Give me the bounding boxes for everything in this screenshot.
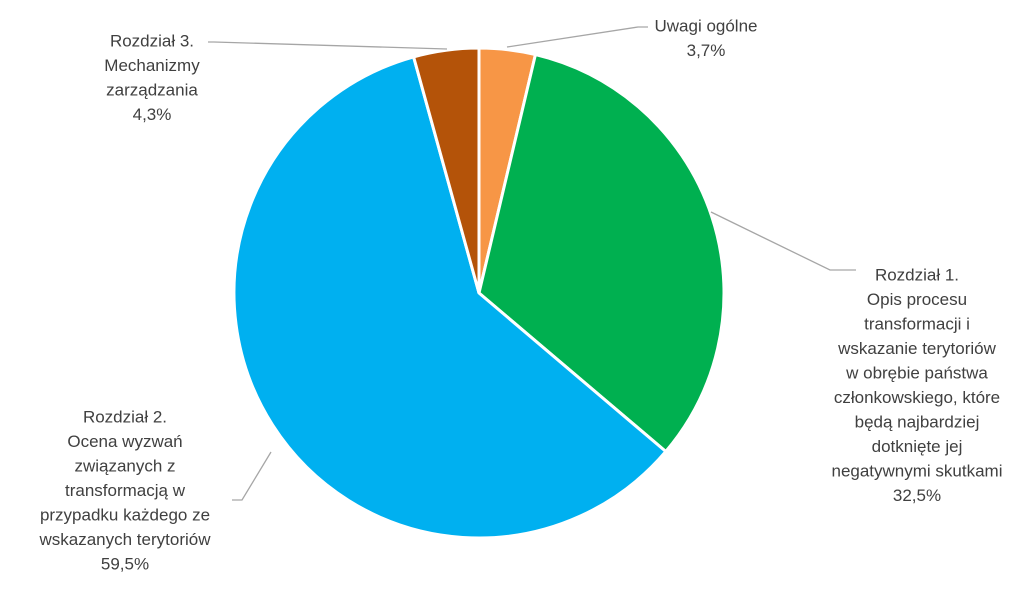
pie-slice-rozdzial-2 xyxy=(232,55,668,540)
slice-label-line: Rozdział 1. xyxy=(875,265,959,284)
slice-label-uwagi-ogolne: Uwagi ogólne 3,7% xyxy=(654,16,757,60)
slice-label-line: Uwagi ogólne xyxy=(654,16,757,35)
slice-label-line: negatywnymi skutkami xyxy=(831,461,1002,480)
slice-value-label: 3,7% xyxy=(687,41,726,60)
slice-label-line: Ocena wyzwań xyxy=(67,432,182,451)
slice-label-line: wskazanie terytoriów xyxy=(837,339,997,358)
pie-slices xyxy=(232,46,726,540)
pie-slice-rozdzial-3 xyxy=(411,46,481,294)
slice-label-line: Rozdział 3. xyxy=(110,31,194,50)
slice-label-line: Rozdział 2. xyxy=(83,407,167,426)
leader-line-uwagi xyxy=(506,26,648,48)
slice-labels: Uwagi ogólne 3,7% Rozdział 1. Opis procesu… xyxy=(38,16,1002,573)
slice-label-line: Opis procesu xyxy=(867,290,967,309)
slice-label-line: wskazanych terytoriów xyxy=(38,530,211,549)
slice-label-rozdzial-1: Rozdział 1. Opis procesu transformacji i ws… xyxy=(831,265,1002,505)
slice-label-line: członkowskiego, które xyxy=(834,388,1000,407)
leader-line-rozdzial-2 xyxy=(232,451,272,501)
slice-value-label: 32,5% xyxy=(893,486,941,505)
leader-line-rozdzial-1 xyxy=(710,211,856,271)
leader-line-rozdzial-3 xyxy=(208,41,448,50)
slice-label-line: przypadku każdego ze xyxy=(40,505,210,524)
slice-label-rozdzial-3: Rozdział 3. Mechanizmy zarządzania 4,3% xyxy=(104,31,200,124)
pie-slice-rozdzial-1 xyxy=(477,52,726,454)
slice-label-line: transformacji i xyxy=(864,314,970,333)
slice-label-line: dotknięte jej xyxy=(872,437,963,456)
slice-value-label: 59,5% xyxy=(101,554,149,573)
slice-label-line: w obrębie państwa xyxy=(845,363,988,382)
leader-lines xyxy=(208,26,856,501)
slice-label-line: związanych z xyxy=(74,456,175,475)
slice-label-line: będą najbardziej xyxy=(855,412,980,431)
slice-label-line: transformacją w xyxy=(65,481,186,500)
slice-label-line: Mechanizmy xyxy=(104,56,200,75)
slice-value-label: 4,3% xyxy=(133,105,172,124)
slice-label-rozdzial-2: Rozdział 2. Ocena wyzwań związanych z trans… xyxy=(38,407,211,573)
slice-label-line: zarządzania xyxy=(106,80,198,99)
